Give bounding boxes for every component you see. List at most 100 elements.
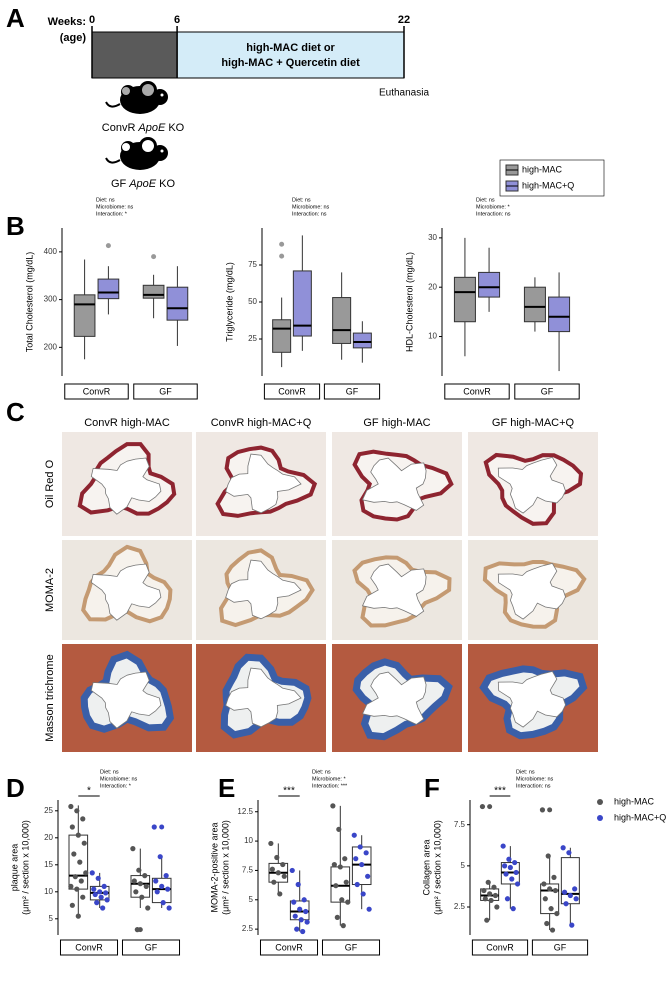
stats-annotation: Interaction: ns xyxy=(476,211,511,217)
data-point xyxy=(304,919,310,925)
data-point xyxy=(103,890,109,896)
group-label-part: GF xyxy=(111,178,127,190)
data-point xyxy=(342,856,348,862)
data-point xyxy=(81,840,87,846)
lumen xyxy=(225,559,302,620)
y-tick-label: 300 xyxy=(44,295,58,304)
data-point xyxy=(97,889,103,895)
data-point xyxy=(343,879,349,885)
data-point xyxy=(567,892,573,899)
data-point xyxy=(133,889,139,895)
data-point xyxy=(100,905,106,911)
stats-annotation: Diet: ns xyxy=(312,769,331,775)
data-point xyxy=(351,832,357,838)
outlier xyxy=(279,241,285,247)
data-point xyxy=(510,906,516,912)
data-point xyxy=(159,883,165,890)
data-point xyxy=(291,899,297,905)
data-point xyxy=(104,897,110,903)
data-point xyxy=(80,894,86,900)
y-tick-label: 10 xyxy=(44,887,53,896)
data-point xyxy=(503,871,509,877)
data-point xyxy=(151,824,157,830)
data-point xyxy=(78,878,84,884)
data-point xyxy=(552,887,559,894)
category-box xyxy=(259,939,319,956)
stats-annotation: Interaction: ns xyxy=(516,783,551,789)
row-label: Oil Red O xyxy=(44,459,56,508)
data-point xyxy=(513,869,519,876)
timeline-phase xyxy=(176,31,405,79)
data-point xyxy=(139,894,145,900)
column-header: ConvR high-MAC+Q xyxy=(211,417,312,429)
data-point xyxy=(569,922,575,928)
data-point xyxy=(77,859,83,865)
data-point xyxy=(494,904,500,910)
category-label: GF xyxy=(554,942,567,952)
data-point xyxy=(488,897,494,904)
category-label: GF xyxy=(159,386,172,396)
data-point xyxy=(95,875,101,881)
data-point xyxy=(68,803,74,810)
data-point xyxy=(544,920,550,927)
stats-annotation: Diet: ns xyxy=(100,769,119,775)
stats-annotation: Microbiome: * xyxy=(476,204,510,210)
category-label: ConvR xyxy=(486,942,514,952)
legend-label: high-MAC+Q xyxy=(614,812,666,822)
data-point xyxy=(572,886,578,892)
data-point xyxy=(331,861,337,868)
data-point xyxy=(80,816,86,822)
data-point xyxy=(91,886,97,892)
data-point xyxy=(547,886,553,892)
y-axis-label: HDL-Cholesterol (mg/dL) xyxy=(404,252,414,352)
category-box xyxy=(133,383,198,400)
outlier xyxy=(487,804,493,810)
data-point xyxy=(160,900,166,906)
legend-label: high-MAC+Q xyxy=(522,180,574,190)
data-point xyxy=(560,845,566,851)
y-tick-label: 25 xyxy=(248,334,257,343)
group-label-part: KO xyxy=(159,178,175,190)
data-point xyxy=(481,887,487,894)
y-tick-label: 25 xyxy=(44,806,53,815)
column-header: GF high-MAC xyxy=(363,417,430,429)
y-tick-label: 10 xyxy=(244,836,253,845)
data-point xyxy=(277,891,283,897)
stats-annotation: Diet: ns xyxy=(292,197,311,203)
data-point xyxy=(514,881,521,887)
y-axis-label: plaque area xyxy=(9,844,19,892)
y-tick-label: 10 xyxy=(428,332,437,341)
timeline-label: (age) xyxy=(60,32,87,44)
category-box xyxy=(323,383,381,400)
data-point xyxy=(134,927,140,933)
data-point xyxy=(334,914,340,920)
data-point xyxy=(94,900,100,906)
legend-label: high-MAC xyxy=(522,164,563,174)
data-point xyxy=(548,906,554,912)
y-axis-label: (μm² / section x 10,000) xyxy=(432,820,442,915)
category-box xyxy=(121,939,181,956)
stats-annotation: Microbiome: ns xyxy=(100,776,138,782)
box xyxy=(166,286,189,321)
end-label: Euthanasia xyxy=(379,88,429,99)
y-tick-label: 15 xyxy=(44,860,53,869)
data-point xyxy=(485,879,491,885)
phase-text: high-MAC diet or xyxy=(246,42,335,54)
lumen xyxy=(225,667,302,728)
stats-annotation: Microbiome: ns xyxy=(96,204,134,210)
box xyxy=(352,332,372,349)
y-axis-label: (μm² / section x 10,000) xyxy=(20,820,30,915)
data-point xyxy=(281,873,287,879)
category-box xyxy=(471,939,529,956)
box xyxy=(272,319,292,353)
data-point xyxy=(142,873,148,879)
significance-label: *** xyxy=(494,786,506,797)
data-point xyxy=(303,908,309,915)
timeline-tick-label: 6 xyxy=(174,14,180,26)
data-point xyxy=(363,850,369,856)
row-label: MOMA-2 xyxy=(44,568,56,612)
group-label: ConvR ApoE KO xyxy=(102,122,185,134)
data-point xyxy=(500,843,506,849)
lumen xyxy=(90,563,162,621)
